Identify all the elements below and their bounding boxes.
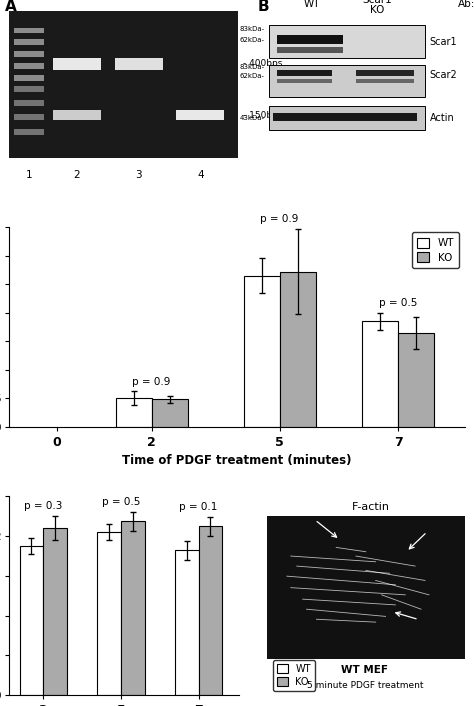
Bar	[175, 550, 199, 695]
Text: Ab:: Ab:	[458, 0, 474, 9]
Text: 62kDa-: 62kDa-	[239, 37, 264, 43]
Legend: WT, KO: WT, KO	[273, 660, 315, 690]
Text: 2: 2	[73, 169, 80, 179]
Bar	[14, 40, 44, 45]
Text: B: B	[258, 0, 269, 14]
Bar	[14, 129, 44, 135]
Bar	[267, 516, 465, 659]
Bar	[398, 333, 434, 426]
Text: 62kDa-: 62kDa-	[239, 73, 264, 78]
Bar	[14, 63, 44, 68]
Bar	[273, 113, 417, 121]
Text: 5 minute PDGF treatment: 5 minute PDGF treatment	[307, 681, 423, 690]
Text: p = 0.1: p = 0.1	[180, 502, 218, 512]
Text: - 150bps: - 150bps	[243, 111, 282, 119]
Bar	[53, 110, 101, 119]
Bar	[277, 69, 332, 76]
Bar	[14, 100, 44, 106]
Text: 1: 1	[26, 169, 32, 179]
Bar	[43, 528, 67, 695]
Text: 43kDa-: 43kDa-	[239, 115, 264, 121]
Text: 4: 4	[197, 169, 204, 179]
Bar	[97, 532, 121, 695]
Text: p = 0.9: p = 0.9	[261, 214, 299, 225]
Text: p = 0.5: p = 0.5	[102, 497, 140, 507]
Bar	[14, 114, 44, 120]
Bar	[269, 65, 425, 97]
Bar	[356, 78, 414, 83]
Bar	[362, 321, 398, 426]
Bar	[277, 47, 343, 52]
Bar	[14, 28, 44, 33]
Text: WT MEF: WT MEF	[341, 666, 388, 676]
Bar	[277, 78, 332, 83]
Bar	[152, 400, 188, 426]
Bar	[116, 398, 152, 426]
Bar	[280, 272, 316, 426]
Text: 83kDa-: 83kDa-	[239, 26, 264, 32]
Bar	[19, 546, 43, 695]
Text: Scar2: Scar2	[430, 71, 457, 80]
Text: KO: KO	[370, 5, 385, 15]
Text: WT: WT	[304, 0, 320, 9]
Bar	[14, 86, 44, 92]
Bar	[199, 526, 222, 695]
Bar	[269, 107, 425, 130]
Text: p = 0.3: p = 0.3	[24, 501, 63, 511]
Bar	[356, 69, 414, 76]
Text: Actin: Actin	[430, 113, 455, 123]
Bar	[115, 59, 163, 69]
Bar	[53, 59, 101, 69]
Text: 3: 3	[135, 169, 142, 179]
Bar	[176, 110, 224, 119]
Text: - 400bps: - 400bps	[243, 59, 282, 68]
Text: p = 0.5: p = 0.5	[379, 298, 417, 308]
Bar	[277, 35, 343, 44]
X-axis label: Time of PDGF treatment (minutes): Time of PDGF treatment (minutes)	[122, 454, 352, 467]
Text: A: A	[5, 0, 17, 14]
Legend: WT, KO: WT, KO	[411, 232, 459, 268]
Bar	[121, 522, 145, 695]
Bar	[244, 275, 280, 426]
Text: p = 0.9: p = 0.9	[133, 377, 171, 387]
Text: Scar1: Scar1	[430, 37, 457, 47]
Bar	[269, 25, 425, 58]
Text: 83kDa-: 83kDa-	[239, 64, 264, 70]
Bar	[14, 75, 44, 80]
Text: F-actin: F-actin	[352, 502, 390, 512]
Text: Scar1: Scar1	[363, 0, 392, 5]
Bar	[14, 51, 44, 57]
